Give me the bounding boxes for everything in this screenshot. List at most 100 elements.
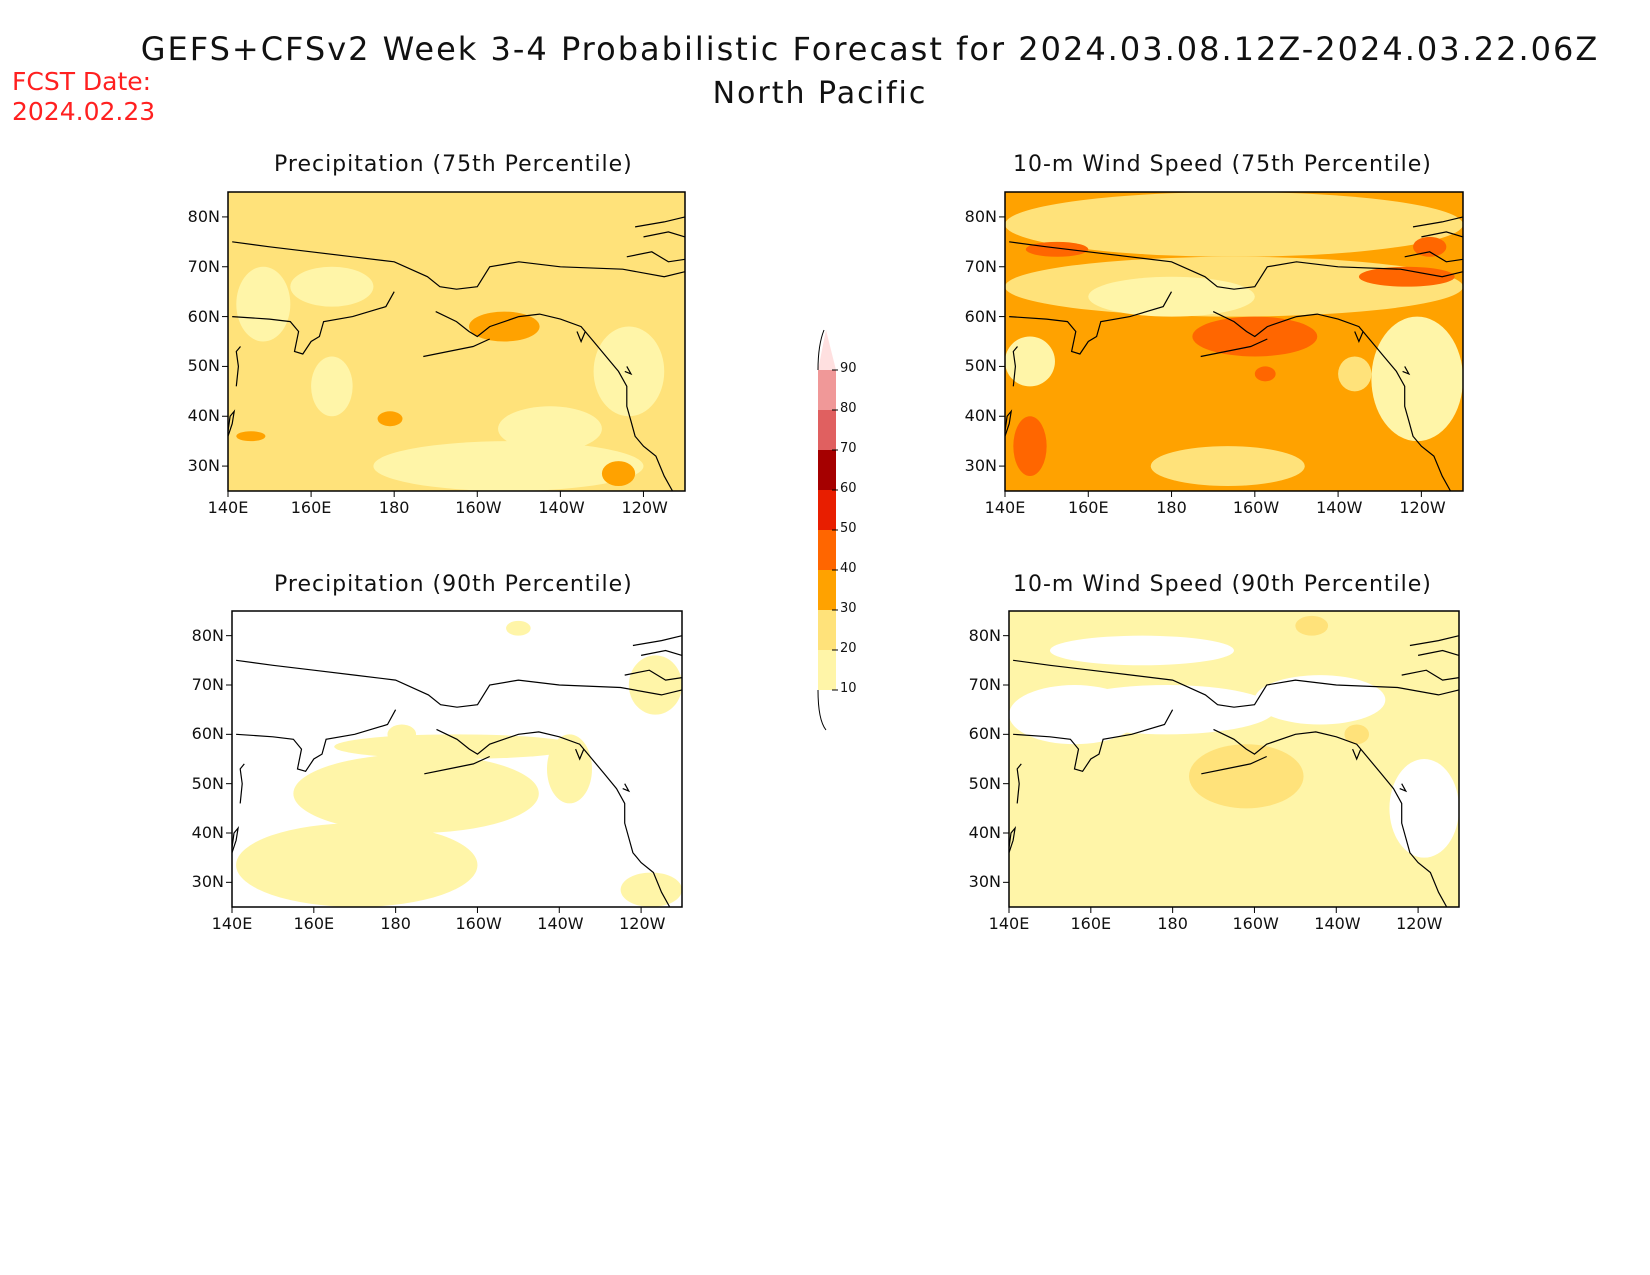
colorbar-tick-label: 50 [840, 521, 857, 536]
probability-region [311, 356, 353, 417]
probability-region [1189, 744, 1304, 809]
x-tick-label: 120W [619, 914, 666, 933]
y-tick-label: 80N [968, 625, 1001, 645]
y-tick-label: 70N [968, 675, 1001, 694]
y-tick-label: 30N [968, 872, 1001, 892]
probability-region [334, 734, 580, 759]
x-tick-label: 160W [455, 914, 502, 933]
coastline [1409, 635, 1460, 647]
colorbar [817, 329, 838, 731]
coastline [1401, 669, 1460, 681]
map-plot [1003, 610, 1460, 913]
panel-title: 10-m Wind Speed (75th Percentile) [1013, 152, 1432, 177]
coastline [235, 346, 241, 387]
probability-region [236, 266, 291, 342]
x-tick-label: 140W [1316, 498, 1363, 517]
probability-region [1413, 236, 1447, 257]
x-tick-label: 180 [378, 498, 410, 517]
map-border [231, 610, 683, 908]
probability-region [236, 823, 478, 907]
x-tick-label: 140W [538, 498, 585, 517]
map-plot [999, 191, 1464, 497]
coastline [1004, 409, 1013, 437]
x-tick-label: 160E [1070, 914, 1112, 933]
coastline [1412, 216, 1464, 228]
colorbar-tick-label: 60 [840, 481, 857, 496]
probability-region [387, 724, 417, 745]
y-tick-label: 80N [191, 625, 224, 645]
probability-region [1058, 685, 1275, 735]
coastline [227, 409, 236, 437]
probability-region [373, 441, 644, 491]
colorbar-segment [818, 650, 836, 690]
coastline [436, 728, 671, 908]
coastline [1200, 338, 1268, 358]
x-tick-label: 160W [1232, 914, 1279, 933]
x-tick-label: 160E [293, 914, 335, 933]
colorbar-tick-label: 80 [840, 401, 857, 416]
y-tick-label: 40N [968, 823, 1001, 842]
fcst-date-value: 2024.02.23 [12, 97, 156, 126]
colorbar-tick-label: 70 [840, 441, 857, 456]
coastline [576, 331, 586, 344]
colorbar-segment [818, 410, 836, 450]
map-plot [226, 610, 683, 913]
x-tick-label: 160E [290, 498, 332, 517]
probability-region [1005, 336, 1055, 387]
colorbar-top-outline [817, 329, 825, 371]
coastline [1421, 231, 1464, 238]
coastline [1212, 311, 1452, 492]
map-plot [222, 191, 686, 497]
main-title: GEFS+CFSv2 Week 3-4 Probabilistic Foreca… [140, 30, 1600, 68]
colorbar-top-cap [818, 330, 836, 370]
colorbar-segment [818, 450, 836, 490]
probability-region [498, 406, 602, 452]
y-tick-label: 70N [187, 256, 220, 276]
y-tick-label: 50N [187, 356, 220, 376]
coastline [1008, 826, 1017, 853]
probability-region [1005, 192, 1463, 257]
x-tick-label: 160W [455, 498, 502, 517]
coastline [239, 763, 245, 804]
coastline [1013, 659, 1460, 708]
coastline [640, 649, 683, 656]
x-tick-label: 160E [1067, 498, 1109, 517]
colorbar-segment [818, 530, 836, 570]
y-tick-label: 50N [964, 356, 997, 376]
probability-region [1049, 635, 1234, 666]
x-tick-label: 140E [984, 498, 1026, 517]
y-tick-label: 50N [968, 773, 1001, 793]
coastline [634, 216, 686, 228]
coastline [424, 755, 490, 775]
fcst-date-label: FCST Date: [12, 67, 152, 96]
colorbar-segment [818, 490, 836, 530]
x-tick-label: 160W [1232, 498, 1280, 517]
x-tick-label: 140E [207, 498, 249, 517]
y-tick-label: 60N [191, 724, 224, 744]
x-tick-label: 120W [1399, 498, 1446, 517]
probability-region [1088, 276, 1255, 317]
colorbar-segment [818, 370, 836, 410]
map-border [227, 191, 686, 492]
probability-region [628, 655, 682, 715]
y-tick-label: 60N [968, 724, 1001, 744]
colorbar-tick-label: 30 [840, 601, 857, 616]
colorbar-tick-label: 40 [840, 561, 857, 576]
x-tick-label: 140E [988, 914, 1030, 933]
coastline [575, 748, 585, 761]
y-tick-label: 30N [964, 456, 997, 476]
y-tick-label: 60N [964, 306, 997, 326]
y-tick-label: 70N [964, 256, 997, 276]
coastline [624, 366, 633, 376]
coastline [1012, 346, 1018, 387]
region-subtitle: North Pacific [712, 76, 928, 111]
probability-region [1344, 724, 1369, 745]
x-tick-label: 180 [1157, 914, 1188, 933]
panel-title: Precipitation (90th Percentile) [274, 572, 633, 597]
coastline [1013, 709, 1174, 773]
coastline [1016, 763, 1022, 804]
coastline [236, 659, 683, 708]
coastline [643, 231, 686, 238]
probability-region [1254, 675, 1386, 725]
probability-region [1338, 356, 1372, 392]
